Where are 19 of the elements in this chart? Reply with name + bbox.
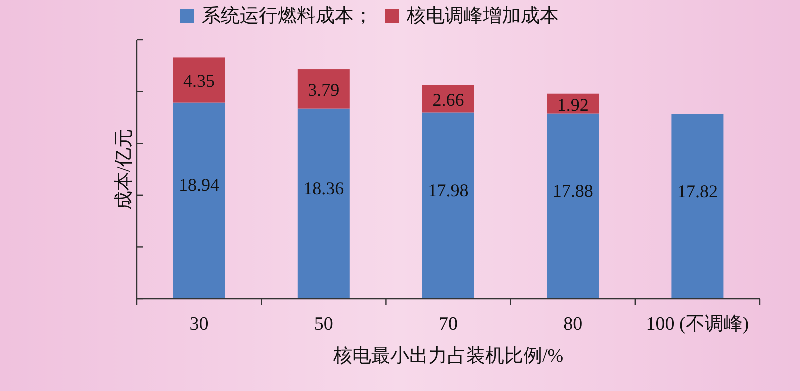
x-tick-label: 30 xyxy=(190,314,209,335)
data-label: 18.94 xyxy=(179,175,220,196)
data-label: 17.82 xyxy=(677,181,718,202)
y-axis-title: 成本/亿元 xyxy=(114,128,135,210)
legend-label: 系统运行燃料成本； xyxy=(202,6,373,27)
data-label: 17.88 xyxy=(552,181,594,202)
x-tick-label: 100 (不调峰) xyxy=(646,314,750,335)
核电调峰增加成本: 4.35 3.79 2.66 1.92 xyxy=(173,58,600,115)
data-label: 1.92 xyxy=(557,94,589,115)
x-tick-label: 70 xyxy=(439,314,458,335)
data-label: 18.36 xyxy=(304,178,344,198)
data-label: 4.35 xyxy=(184,71,216,92)
x-tick-label: 80 xyxy=(564,314,583,335)
data-label: 3.79 xyxy=(308,80,340,100)
data-label: 2.66 xyxy=(432,90,464,110)
x-tick-label: 50 xyxy=(314,314,334,335)
data-label: 17.98 xyxy=(428,180,469,201)
legend-label: 核电调峰增加成本 xyxy=(406,6,559,27)
x-axis-title: 核电最小出力占装机比例/% xyxy=(332,346,564,367)
